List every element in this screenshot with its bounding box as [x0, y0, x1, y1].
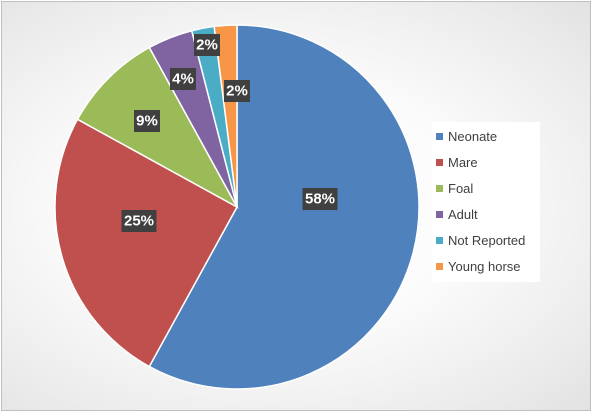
data-label-adult: 4% [170, 68, 196, 90]
legend-swatch [436, 262, 443, 270]
svg-text:2%: 2% [226, 83, 248, 100]
data-label-foal: 9% [134, 110, 160, 132]
legend-label: Adult [448, 206, 478, 222]
legend-item-young-horse: Young horse [432, 257, 521, 275]
legend-item-not-reported: Not Reported [432, 231, 525, 249]
legend-item-foal: Foal [432, 179, 473, 197]
svg-text:9%: 9% [136, 113, 158, 130]
svg-text:4%: 4% [172, 71, 194, 88]
legend-label: Mare [448, 154, 478, 170]
data-label-not-reported: 2% [194, 34, 220, 56]
svg-text:58%: 58% [305, 191, 335, 208]
legend-swatch [436, 184, 443, 192]
legend-label: Young horse [448, 258, 521, 274]
legend-label: Neonate [448, 128, 498, 144]
svg-text:25%: 25% [124, 213, 154, 230]
legend-item-mare: Mare [432, 153, 478, 171]
legend-item-neonate: Neonate [432, 127, 497, 145]
data-label-neonate: 58% [302, 188, 338, 210]
data-label-young-horse: 2% [224, 80, 250, 102]
legend-swatch [436, 132, 443, 140]
pie-slice-mare [54, 118, 239, 368]
pie-slice-neonate [148, 24, 420, 390]
legend-item-adult: Adult [432, 205, 478, 223]
data-label-mare: 25% [121, 210, 157, 232]
svg-text:2%: 2% [196, 37, 218, 54]
legend-label: Foal [448, 180, 474, 196]
chart-legend: Neonate Mare Foal Adult Not Reported Young ho… [432, 122, 540, 282]
pie-slice-young-horse [213, 24, 238, 208]
legend-swatch [436, 158, 443, 166]
legend-swatch [436, 210, 443, 218]
legend-swatch [436, 236, 443, 244]
legend-label: Not Reported [448, 232, 526, 248]
